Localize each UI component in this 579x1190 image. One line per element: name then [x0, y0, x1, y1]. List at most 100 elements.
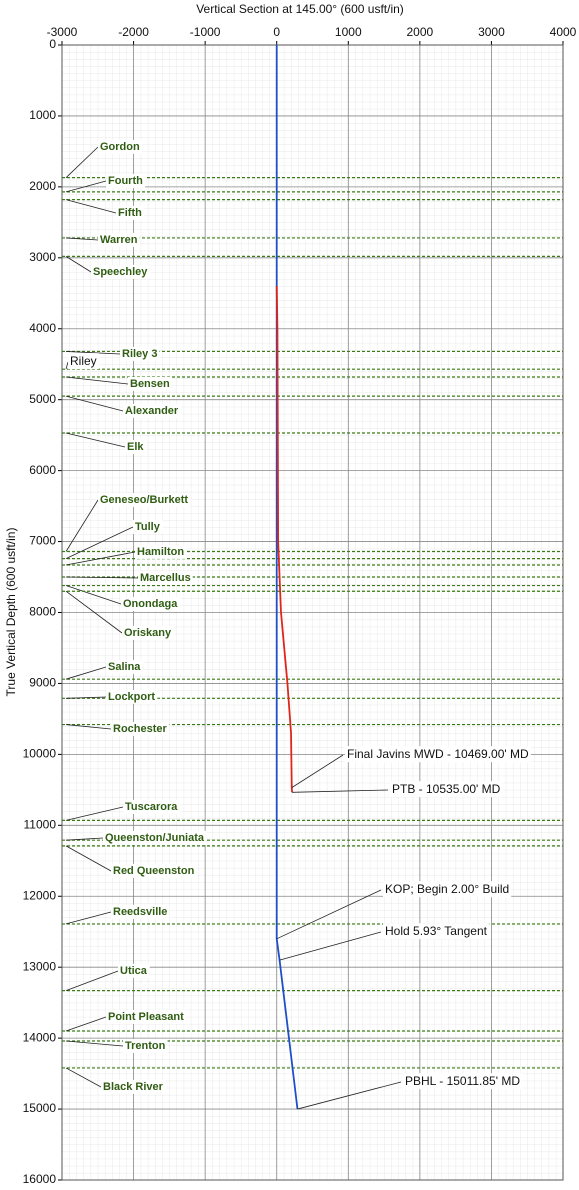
formation-label: Alexander	[125, 405, 179, 417]
annotation-leader	[297, 1081, 402, 1110]
leader-line	[65, 237, 99, 241]
formation-label: Tuscarora	[125, 801, 178, 813]
leader-line	[65, 696, 107, 699]
leader-line	[65, 376, 129, 385]
x-tick-label: -3000	[47, 25, 78, 39]
label-box	[98, 492, 191, 507]
annotation: PBHL - 15011.85' MD	[405, 1074, 520, 1088]
y-tick-label: 14000	[23, 1030, 57, 1044]
label-box	[98, 139, 142, 154]
label-box	[122, 625, 174, 640]
leader-line	[65, 837, 104, 841]
label-box	[68, 353, 99, 370]
x-tick-label: 0	[273, 25, 280, 39]
label-box	[403, 1073, 523, 1090]
well-path	[275, 45, 299, 1110]
label-box	[101, 1079, 166, 1094]
formation-label: Utica	[120, 965, 148, 977]
label-box	[128, 376, 173, 391]
leader-line	[65, 806, 124, 821]
formation-label: Fourth	[108, 175, 143, 187]
leader-line	[65, 585, 122, 605]
leader-line	[65, 1040, 124, 1047]
annotation: PTB - 10535.00' MD	[392, 782, 501, 796]
leader-line	[65, 970, 119, 991]
leader-line	[65, 551, 136, 566]
formation-label: Oriskany	[124, 627, 172, 639]
formation-label: Marcellus	[140, 572, 191, 584]
annotation: KOP; Begin 2.00° Build	[385, 882, 509, 896]
leader-line	[65, 526, 134, 559]
annotation-leader	[291, 754, 344, 788]
label-box	[106, 173, 146, 188]
y-tick-label: 15000	[23, 1101, 57, 1115]
label-box	[106, 659, 144, 674]
x-tick-label: 1000	[335, 25, 362, 39]
annotation-leader	[276, 889, 382, 940]
label-box	[111, 904, 170, 919]
formation-label: Elk	[127, 441, 144, 453]
formation-label: Black River	[103, 1081, 164, 1093]
label-box	[383, 923, 490, 940]
leader-line	[65, 180, 107, 193]
formation-label: Point Pleasant	[108, 1011, 184, 1023]
leader-line	[65, 724, 112, 730]
label-box	[383, 881, 512, 898]
y-tick-label: 9000	[29, 676, 56, 690]
formation-label: Tully	[135, 521, 161, 533]
y-tick-label: 6000	[29, 463, 56, 477]
label-box	[123, 403, 181, 418]
annotation: Hold 5.93° Tangent	[385, 924, 488, 938]
formation-label: Lockport	[108, 691, 155, 703]
y-tick-label: 12000	[23, 888, 57, 902]
formation-label: Geneseo/Burkett	[100, 494, 188, 506]
x-tick-label: 2000	[407, 25, 434, 39]
x-tick-label: 4000	[550, 25, 577, 39]
label-box	[106, 1009, 187, 1024]
formation-label: Hamilton	[137, 546, 184, 558]
label-box	[123, 1038, 168, 1053]
leader-line	[65, 845, 112, 872]
label-box	[116, 205, 145, 220]
leader-line	[65, 199, 117, 214]
y-axis-label: True Vertical Depth (600 usft/in)	[4, 528, 18, 697]
y-tick-label: 0	[49, 37, 56, 51]
y-tick-label: 1000	[29, 108, 56, 122]
leader-line	[65, 351, 121, 355]
leader-line	[65, 432, 126, 448]
label-box	[138, 570, 193, 585]
formation-label: Riley 3	[122, 348, 157, 360]
label-box	[98, 232, 140, 247]
formation-label: Riley	[70, 354, 97, 368]
leader-line	[65, 1016, 107, 1032]
formation-label: Trenton	[125, 1040, 166, 1052]
label-box	[111, 721, 170, 736]
y-tick-label: 7000	[29, 534, 56, 548]
y-tick-label: 16000	[23, 1172, 57, 1186]
label-box	[120, 346, 160, 361]
formation-label: Queenston/Juniata	[105, 832, 205, 844]
y-tick-label: 13000	[23, 959, 57, 973]
y-tick-label: 2000	[29, 179, 56, 193]
leader-line	[65, 576, 139, 579]
label-box	[133, 519, 163, 534]
x-tick-label: -1000	[190, 25, 221, 39]
formation-label: Onondaga	[123, 598, 178, 610]
annotation-leader	[292, 789, 389, 793]
well-path	[275, 286, 293, 793]
label-box	[103, 830, 207, 845]
label-box	[111, 863, 197, 878]
label-box	[125, 439, 147, 454]
formation-label: Red Queenston	[113, 865, 195, 877]
y-tick-label: 10000	[23, 747, 57, 761]
formation-label: Warren	[100, 234, 138, 246]
leader-line	[65, 590, 123, 634]
leader-line	[65, 361, 69, 370]
formation-label: Gordon	[100, 141, 140, 153]
y-tick-label: 8000	[29, 605, 56, 619]
y-tick-label: 3000	[29, 250, 56, 264]
label-box	[135, 544, 187, 559]
leader-line	[65, 666, 107, 680]
leader-line	[65, 1067, 102, 1088]
label-box	[121, 596, 181, 611]
